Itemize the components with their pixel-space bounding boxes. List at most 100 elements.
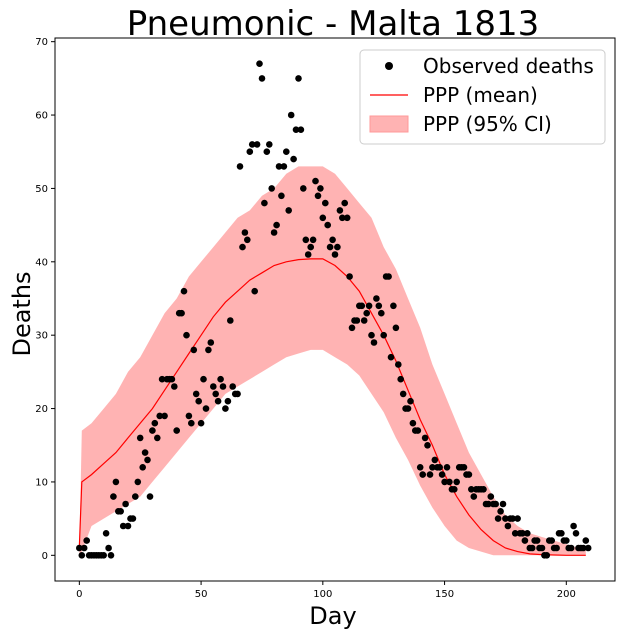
data-point [158, 375, 166, 383]
data-point [185, 412, 193, 420]
data-point [263, 148, 271, 155]
data-point [485, 500, 492, 508]
data-point [202, 405, 210, 412]
data-point [151, 419, 159, 427]
data-point [188, 419, 195, 427]
data-point [290, 155, 297, 163]
ci-band [79, 166, 586, 556]
data-point [387, 353, 395, 361]
data-point [275, 163, 283, 170]
plot-area [76, 60, 592, 559]
data-point [105, 544, 112, 552]
data-point [404, 405, 412, 412]
data-point [346, 273, 353, 280]
data-point [258, 75, 266, 82]
data-point [553, 544, 560, 552]
data-point [421, 434, 429, 442]
data-point [409, 419, 417, 427]
data-point [78, 552, 86, 559]
data-point [570, 522, 577, 530]
data-point [234, 390, 241, 398]
y-tick-label: 70 [35, 37, 48, 48]
data-point [307, 243, 315, 251]
data-point [521, 537, 529, 544]
data-point [253, 141, 261, 148]
data-point [487, 493, 495, 500]
data-point [543, 552, 551, 559]
data-point [219, 383, 227, 390]
data-point [514, 515, 521, 522]
data-point [248, 141, 256, 148]
data-point [241, 229, 249, 236]
data-point [132, 493, 139, 500]
data-point [460, 464, 468, 471]
data-point [431, 456, 439, 464]
data-point [156, 412, 163, 420]
data-point [200, 375, 207, 383]
data-point [499, 500, 507, 508]
data-point [222, 405, 229, 412]
data-point [331, 251, 339, 258]
data-point [149, 427, 156, 434]
y-tick-label: 60 [35, 111, 48, 122]
y-tick-label: 50 [35, 184, 48, 195]
data-point [207, 339, 215, 346]
data-point [419, 471, 427, 478]
data-point [339, 214, 346, 222]
data-point [322, 199, 329, 207]
data-point [524, 530, 531, 537]
y-axis-label: Deaths [8, 271, 36, 356]
data-point [504, 522, 512, 530]
data-point [76, 544, 83, 552]
data-point [317, 185, 324, 192]
data-point [375, 302, 383, 310]
data-point [122, 500, 129, 508]
data-point [212, 390, 219, 398]
data-point [343, 214, 351, 222]
y-tick-label: 0 [42, 551, 48, 562]
data-point [178, 309, 185, 317]
data-point [287, 111, 295, 119]
data-point [183, 331, 190, 339]
x-tick-label: 0 [76, 589, 82, 600]
y-tick-label: 20 [35, 404, 48, 415]
data-point [451, 486, 458, 493]
data-point [144, 456, 151, 464]
data-point [443, 464, 451, 471]
data-point [102, 530, 110, 537]
data-point [360, 317, 368, 324]
data-point [580, 544, 587, 552]
data-point [195, 397, 202, 405]
data-point [363, 309, 371, 317]
data-point [285, 207, 293, 214]
data-point [217, 375, 224, 383]
chart-title: Pneumonic - Malta 1813 [127, 4, 540, 44]
data-point [385, 273, 392, 280]
data-point [300, 185, 307, 192]
data-point [273, 221, 280, 229]
data-point [161, 412, 168, 420]
data-point [438, 471, 446, 478]
data-point [407, 397, 414, 405]
data-point [304, 251, 312, 258]
mean-line [78, 258, 586, 556]
data-point [119, 522, 127, 530]
data-point [397, 375, 405, 383]
data-point [268, 185, 276, 192]
data-point [278, 192, 285, 200]
data-point [380, 331, 388, 339]
data-point [270, 229, 278, 236]
y-tick-label: 30 [35, 331, 48, 342]
data-point [511, 530, 519, 537]
data-point [436, 464, 444, 471]
data-point [395, 361, 402, 368]
data-point [229, 383, 236, 390]
legend-box [359, 49, 606, 145]
data-point [548, 537, 555, 544]
data-point [171, 383, 178, 390]
data-point [239, 243, 246, 251]
data-point [519, 530, 526, 537]
x-tick-label: 200 [557, 589, 576, 600]
data-point [280, 163, 288, 170]
data-point [326, 243, 334, 251]
